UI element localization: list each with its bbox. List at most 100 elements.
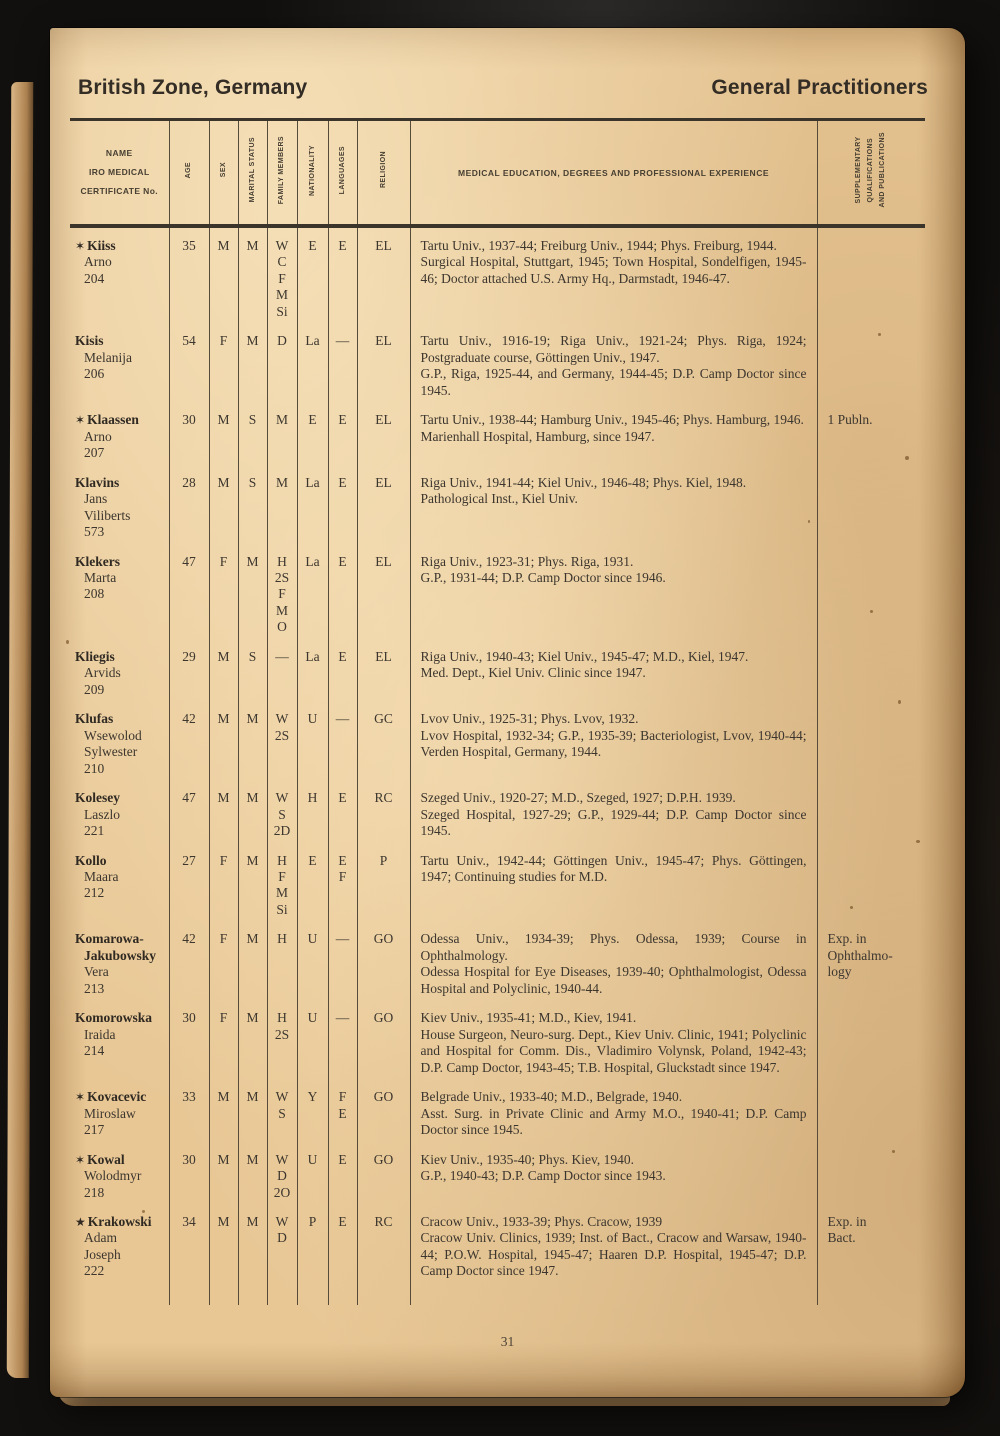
education-paragraph: Tartu Univ., 1942-44; Göttingen Univ., 1… [420, 852, 807, 884]
supplementary-cell [817, 1089, 925, 1151]
religion-cell: RC [357, 790, 411, 853]
surname-line: Kliegis [75, 649, 167, 665]
education-cell: Kiev Univ., 1935-40; Phys. Kiev, 1940. G.… [410, 1151, 818, 1214]
page-masthead: British Zone, Germany General Practition… [78, 76, 928, 100]
star-icon: ✶ [75, 239, 86, 253]
surname: Jakubowsky [84, 947, 157, 963]
name-cell: ★ Krakowski Adam Joseph 222 [70, 1213, 170, 1293]
name-cell: Klavins Jans Viliberts 573 [70, 474, 170, 554]
religion-cell: RC [357, 1213, 411, 1293]
education-cell: Tartu Univ., 1916-19; Riga Univ., 1921-2… [410, 333, 818, 413]
sex-cell: M [209, 711, 239, 791]
education-cell: Szeged Univ., 1920-27; M.D., Szeged, 192… [410, 790, 818, 853]
column-header-name: NAME IRO MEDICAL CERTIFICATE No. [70, 118, 170, 228]
supplementary-cell [817, 333, 925, 412]
nationality-cell: U [297, 1151, 329, 1214]
marital-status-cell: M [238, 1151, 268, 1214]
marital-status-header-label: MARITAL STATUS [248, 137, 256, 203]
education-cell: Cracow Univ., 1933-39; Phys. Cracow, 193… [410, 1213, 818, 1293]
table-row: Klekers Marta 208 47 F M H 2S F M O La E EL Riga U… [70, 553, 925, 649]
column-header-education: MEDICAL EDUCATION, DEGREES AND PROFESSIO… [410, 118, 818, 228]
marital-status-cell: M [238, 852, 268, 932]
family-members-cell: W D 2O [267, 1151, 298, 1214]
education-cell: Riga Univ., 1940-43; Kiel Univ., 1945-47… [410, 648, 818, 712]
marital-status-cell: M [238, 333, 268, 413]
certificate-number: 221 [84, 823, 105, 839]
religion-cell: GO [357, 931, 411, 1011]
sex-cell: M [209, 412, 239, 475]
certificate-number: 573 [84, 524, 105, 540]
column-header-family-members: FAMILY MEMBERS [267, 118, 298, 228]
surname: Klekers [75, 553, 120, 569]
sex-cell: M [209, 226, 239, 334]
languages-cell: — [328, 1010, 358, 1090]
name-header-label: NAME IRO MEDICAL CERTIFICATE No. [80, 148, 159, 196]
star-icon: ✶ [75, 413, 86, 428]
paper-speck [808, 520, 810, 523]
supplementary-cell [817, 554, 925, 649]
age-cell: 35 [169, 226, 210, 334]
table-header-row: NAME IRO MEDICAL CERTIFICATE No. AGE SEX… [70, 118, 925, 228]
family-members-cell: H 2S F M O [267, 553, 298, 649]
marital-status-cell: M [238, 1010, 268, 1090]
name-cell: ✶ Kowal Wolodmyr 218 [70, 1151, 170, 1214]
languages-header-label: LANGUAGES [338, 145, 346, 195]
education-cell: Lvov Univ., 1925-31; Phys. Lvov, 1932. Lv… [410, 711, 818, 791]
age-cell: 27 [169, 852, 210, 932]
supplementary-cell [817, 226, 925, 333]
column-header-age: AGE [169, 118, 210, 228]
education-paragraph: Lvov Hospital, 1932-34; G.P., 1935-39; B… [420, 727, 807, 760]
family-members-cell: M [267, 474, 298, 554]
education-paragraph: Asst. Surg. in Private Clinic and Army M… [420, 1105, 807, 1138]
paper-speck [870, 610, 873, 613]
sex-cell: F [209, 1010, 239, 1090]
name-details: Maara 212 [84, 869, 167, 902]
practitioners-table-body: ✶ Kiiss Arno 204 35 M M W C F M Si E E EL Tartu Uni… [70, 226, 925, 1305]
practitioners-table: NAME IRO MEDICAL CERTIFICATE No. AGE SEX… [70, 118, 925, 1305]
paper-speck [916, 840, 920, 843]
languages-cell: E F [328, 852, 358, 932]
given-name: Maara [84, 869, 119, 884]
column-header-nationality: NATIONALITY [297, 118, 329, 228]
family-members-cell: D [267, 333, 298, 413]
marital-status-cell: M [238, 790, 268, 853]
religion-cell: GO [357, 1089, 411, 1152]
nationality-cell: U [297, 1010, 329, 1090]
paper-speck [905, 456, 909, 460]
table-row: Komorowska Iraida 214 30 F M H 2S U — GO Kiev Univ… [70, 1010, 925, 1090]
certificate-number: 218 [84, 1184, 105, 1200]
supplementary-cell: Exp. in Bact. [827, 1213, 867, 1246]
certificate-number: 212 [84, 885, 105, 901]
certificate-number: 204 [84, 270, 105, 286]
family-members-cell: H F M Si [267, 852, 298, 932]
star-icon: ✶ [75, 1152, 86, 1167]
surname: Krakowski [87, 1213, 152, 1229]
marital-status-cell: S [238, 412, 268, 475]
supplementary-cell: Exp. in Ophthalmo- logy [827, 931, 893, 980]
surname-line: ✶ Kovacevic [75, 1089, 167, 1105]
age-cell: 28 [169, 474, 210, 554]
education-header-label: MEDICAL EDUCATION, DEGREES AND PROFESSIO… [458, 167, 769, 178]
age-cell: 47 [169, 790, 210, 853]
family-members-cell: W 2S [267, 711, 298, 791]
sex-cell: M [209, 1089, 239, 1152]
sex-cell: M [209, 790, 239, 853]
surname-line: ✶ Kiiss [75, 238, 167, 254]
education-paragraph: Lvov Univ., 1925-31; Phys. Lvov, 1932. [420, 711, 639, 727]
family-members-header-label: FAMILY MEMBERS [278, 135, 286, 205]
paper-speck [850, 906, 853, 909]
family-members-cell: W D [267, 1213, 298, 1293]
given-name: Viliberts [84, 507, 131, 523]
education-paragraph: Tartu Univ., 1916-19; Riga Univ., 1921-2… [420, 333, 807, 365]
name-details: Arno 204 [84, 254, 167, 287]
surname-line: Klekers [75, 554, 167, 570]
surname: Kovacevic [87, 1089, 147, 1105]
nationality-cell: La [297, 474, 329, 554]
religion-cell: EL [357, 474, 411, 554]
certificate-number: 207 [84, 445, 105, 461]
languages-cell: E [328, 648, 358, 712]
name-cell: Kliegis Arvids 209 [70, 648, 170, 712]
education-paragraph: Riga Univ., 1923-31; Phys. Riga, 1931. [420, 553, 634, 569]
sex-cell: F [209, 333, 239, 413]
